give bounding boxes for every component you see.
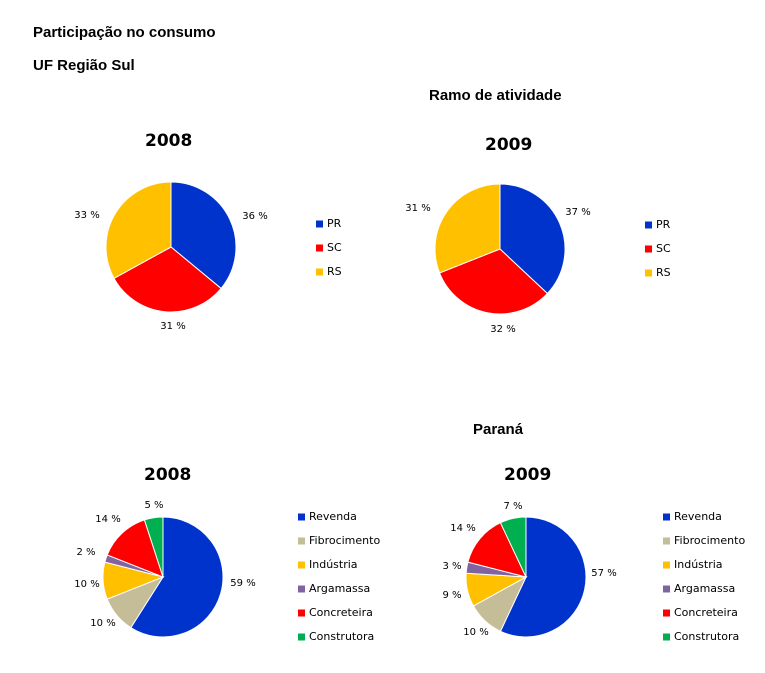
pie-slice-4-revenda bbox=[499, 516, 587, 638]
legend-swatch-4-1 bbox=[663, 513, 670, 521]
data-label-1-1: 36 % bbox=[242, 211, 267, 222]
legend-label-4-6: Construtora bbox=[674, 630, 739, 643]
legend-label-3-1: Revenda bbox=[309, 510, 357, 523]
legend-swatch-4-5 bbox=[663, 609, 670, 617]
data-label-3-2: 10 % bbox=[90, 618, 115, 629]
chart-2-title: 2009 bbox=[485, 135, 533, 155]
page-title: Participação no consumo bbox=[33, 24, 216, 41]
pie-slice-2-rs bbox=[434, 183, 501, 274]
pie-slice-1-rs bbox=[105, 181, 172, 279]
legend-label-3-2: Fibrocimento bbox=[309, 534, 380, 547]
pie-slice-2-sc bbox=[438, 248, 549, 315]
legend-swatch-1-1 bbox=[316, 220, 323, 228]
legend-swatch-3-2 bbox=[298, 537, 305, 545]
legend-swatch-1-3 bbox=[316, 268, 323, 276]
legend-swatch-2-3 bbox=[645, 269, 652, 277]
legend-label-2-2: SC bbox=[656, 242, 671, 255]
chart-1-title: 2008 bbox=[145, 131, 193, 151]
legend-label-4-3: Indústria bbox=[674, 558, 723, 571]
data-label-3-1: 59 % bbox=[230, 578, 255, 589]
section-title-parana: Paraná bbox=[473, 421, 524, 438]
data-label-3-4: 2 % bbox=[76, 547, 95, 558]
data-label-1-3: 33 % bbox=[74, 210, 99, 221]
data-label-4-6: 7 % bbox=[503, 501, 522, 512]
data-label-4-5: 14 % bbox=[450, 523, 475, 534]
legend-swatch-2-2 bbox=[645, 245, 652, 253]
legend-label-4-1: Revenda bbox=[674, 510, 722, 523]
legend-label-3-4: Argamassa bbox=[309, 582, 370, 595]
data-label-2-2: 32 % bbox=[490, 324, 515, 335]
legend-swatch-2-1 bbox=[645, 221, 652, 229]
data-label-4-3: 9 % bbox=[442, 590, 461, 601]
data-label-2-3: 31 % bbox=[405, 203, 430, 214]
legend-label-3-5: Concreteira bbox=[309, 606, 373, 619]
legend-swatch-4-2 bbox=[663, 537, 670, 545]
legend-label-1-3: RS bbox=[327, 265, 342, 278]
data-label-3-5: 14 % bbox=[95, 514, 120, 525]
chart-4-title: 2009 bbox=[504, 465, 552, 485]
section-title-ramo: Ramo de atividade bbox=[429, 87, 562, 104]
pie-slice-1-sc bbox=[113, 246, 222, 313]
legend-swatch-4-3 bbox=[663, 561, 670, 569]
page-subtitle: UF Região Sul bbox=[33, 57, 135, 74]
data-label-4-4: 3 % bbox=[442, 561, 461, 572]
legend-swatch-3-3 bbox=[298, 561, 305, 569]
pie-slice-3-construtora bbox=[143, 516, 164, 578]
pie-slice-1-pr bbox=[170, 181, 237, 290]
data-label-3-3: 10 % bbox=[74, 579, 99, 590]
data-label-4-2: 10 % bbox=[463, 627, 488, 638]
pie-slice-3-revenda bbox=[130, 516, 224, 638]
legend-label-3-3: Indústria bbox=[309, 558, 358, 571]
legend-label-1-1: PR bbox=[327, 217, 342, 230]
legend-swatch-1-2 bbox=[316, 244, 323, 252]
legend-swatch-3-5 bbox=[298, 609, 305, 617]
data-label-1-2: 31 % bbox=[160, 321, 185, 332]
legend-swatch-3-1 bbox=[298, 513, 305, 521]
legend-label-2-1: PR bbox=[656, 218, 671, 231]
legend-label-1-2: SC bbox=[327, 241, 342, 254]
data-label-2-1: 37 % bbox=[565, 207, 590, 218]
legend-label-4-2: Fibrocimento bbox=[674, 534, 745, 547]
legend-swatch-3-4 bbox=[298, 585, 305, 593]
legend-label-3-6: Construtora bbox=[309, 630, 374, 643]
legend-label-4-4: Argamassa bbox=[674, 582, 735, 595]
data-label-3-6: 5 % bbox=[144, 500, 163, 511]
legend-swatch-4-6 bbox=[663, 633, 670, 641]
legend-label-4-5: Concreteira bbox=[674, 606, 738, 619]
legend-swatch-3-6 bbox=[298, 633, 305, 641]
pie-slice-4-construtora bbox=[499, 516, 527, 578]
legend-swatch-4-4 bbox=[663, 585, 670, 593]
data-label-4-1: 57 % bbox=[591, 568, 616, 579]
legend-label-2-3: RS bbox=[656, 266, 671, 279]
pie-slice-4-concreteira bbox=[467, 522, 527, 578]
pie-slice-2-pr bbox=[499, 183, 566, 295]
chart-3-title: 2008 bbox=[144, 465, 192, 485]
